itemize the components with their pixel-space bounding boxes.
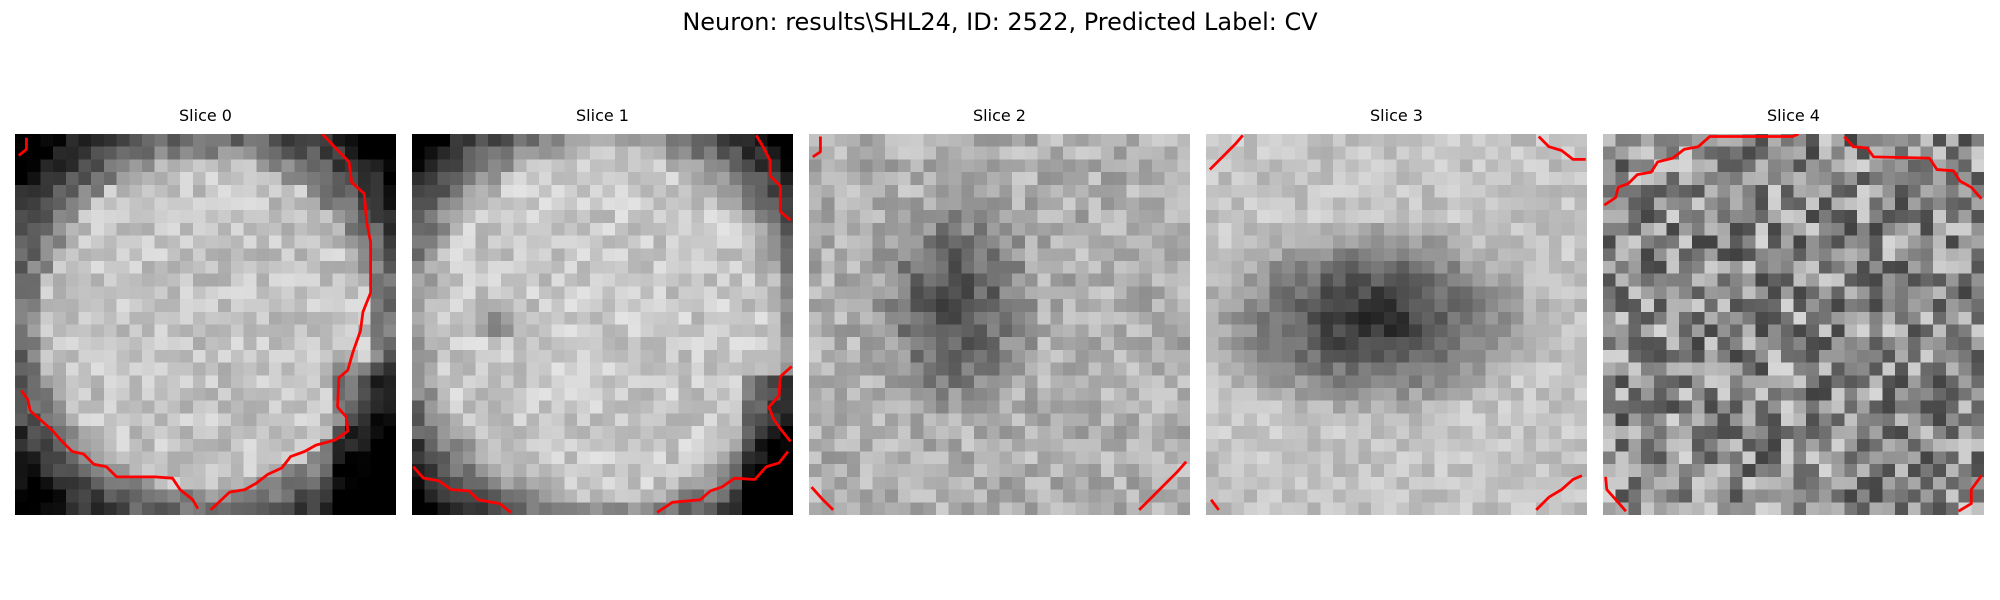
contour-line xyxy=(656,450,790,514)
contour-line xyxy=(209,134,372,511)
contour-overlay xyxy=(1603,134,1983,513)
contour-line xyxy=(767,365,793,443)
contour-line xyxy=(1843,135,1983,200)
contour-line xyxy=(1604,476,1627,513)
contour-line xyxy=(754,134,792,222)
contour-line xyxy=(1138,460,1188,511)
contour-line xyxy=(1537,135,1586,161)
contour-line xyxy=(1603,134,1800,207)
contour-line xyxy=(810,486,835,511)
contour-overlay xyxy=(810,136,1188,511)
slice-title: Slice 1 xyxy=(576,106,629,125)
slice-image xyxy=(412,134,793,515)
slice-image xyxy=(809,134,1190,515)
contour-line xyxy=(812,136,822,159)
figure-title: Neuron: results\SHL24, ID: 2522, Predict… xyxy=(682,8,1318,36)
contour-line xyxy=(20,389,200,510)
slice-image xyxy=(1603,134,1984,515)
contour-overlay xyxy=(1208,134,1586,511)
contour-line xyxy=(412,465,512,514)
slice-title: Slice 2 xyxy=(973,106,1026,125)
contour-line xyxy=(1535,474,1583,511)
contour-overlay xyxy=(412,134,793,514)
contour-line xyxy=(17,137,28,157)
slice-image xyxy=(1206,134,1587,515)
contour-overlay xyxy=(17,134,372,511)
slice-title: Slice 4 xyxy=(1767,106,1820,125)
slice-title: Slice 3 xyxy=(1370,106,1423,125)
contour-line xyxy=(1208,134,1244,171)
contour-line xyxy=(1957,474,1983,513)
slice-title: Slice 0 xyxy=(179,106,232,125)
contour-line xyxy=(1209,498,1220,511)
